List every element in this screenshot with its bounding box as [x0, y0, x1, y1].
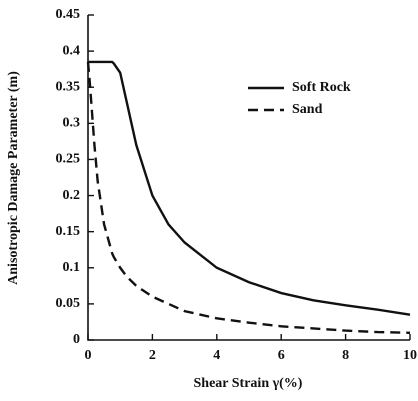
- y-tick-label: 0.4: [63, 43, 81, 58]
- y-tick-label: 0.1: [63, 260, 81, 275]
- x-axis-label: Shear Strain γ(%): [194, 376, 303, 391]
- series-line: [86, 61, 411, 334]
- x-tick-label: 2: [149, 348, 156, 363]
- y-tick-label: 0.3: [63, 116, 81, 131]
- y-tick-label: 0.15: [56, 224, 81, 239]
- x-tick-label: 0: [85, 348, 92, 363]
- y-tick-label: 0.45: [56, 7, 81, 22]
- y-tick-label: 0.05: [56, 296, 81, 311]
- y-tick-label: 0.2: [63, 188, 81, 203]
- legend-label: Sand: [292, 102, 323, 117]
- x-tick-label: 8: [342, 348, 349, 363]
- x-tick-label: 10: [403, 348, 417, 363]
- legend-label: Soft Rock: [292, 80, 351, 95]
- y-tick-label: 0.25: [56, 152, 81, 167]
- y-tick-label: 0: [73, 332, 80, 347]
- y-axis-label: Anisotropic Damage Parameter (m): [6, 71, 21, 285]
- series-line: [88, 60, 411, 316]
- y-tick-label: 0.35: [56, 79, 81, 94]
- x-tick-label: 6: [278, 348, 285, 363]
- x-tick-label: 4: [213, 348, 220, 363]
- axes: [87, 15, 410, 341]
